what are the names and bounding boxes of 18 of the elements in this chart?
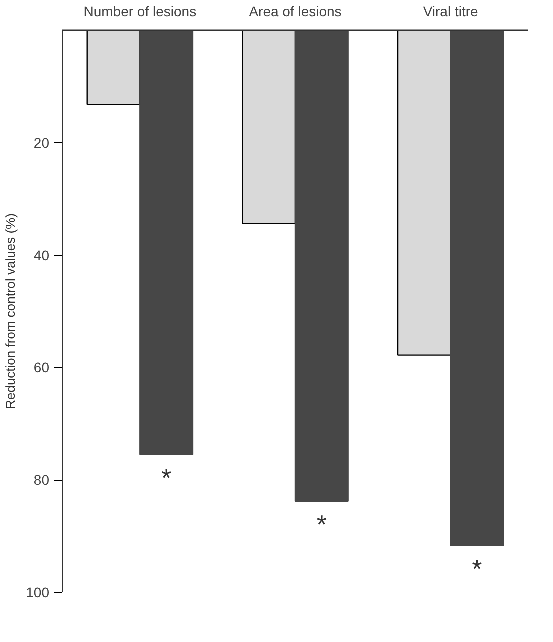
annotation: *: [162, 462, 172, 493]
x-tick-label: Viral titre: [423, 4, 479, 20]
y-tick-label: 100: [26, 584, 50, 600]
annotation: *: [316, 509, 327, 540]
annotation: *: [472, 554, 482, 584]
y-tick-label: 60: [34, 360, 50, 376]
x-tick-label: Area of lesions: [249, 4, 342, 20]
y-tick-label: 80: [34, 472, 50, 488]
x-tick-label: Number of lesions: [84, 4, 197, 20]
y-tick-label: 40: [34, 247, 50, 264]
y-axis-title: Reduction from control values (%): [3, 214, 18, 410]
bar: [294, 30, 349, 502]
bar: [397, 30, 452, 356]
y-tick-label: 20: [34, 134, 50, 151]
bar: [450, 30, 504, 546]
bar: [242, 30, 296, 224]
bar: [140, 30, 194, 456]
bar: [86, 30, 141, 106]
